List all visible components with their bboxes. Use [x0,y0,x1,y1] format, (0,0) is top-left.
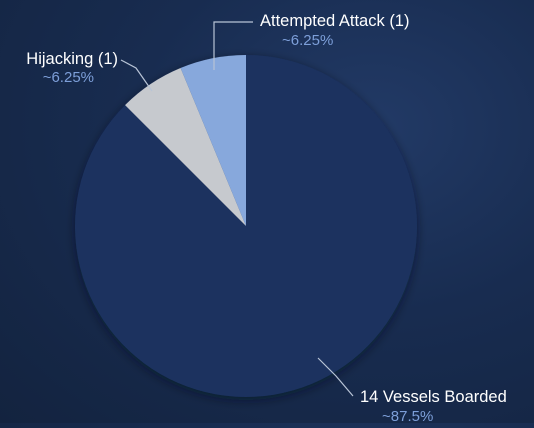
leader-line-2 [213,21,253,70]
slice-percent-2: ~6.25% [282,32,333,49]
pie-slice-1 [125,68,246,226]
leader-line-0 [317,357,354,397]
slice-percent-1: ~6.25% [43,69,94,86]
leader-line-1 [120,59,153,92]
slice-label-0: 14 Vessels Boarded [360,388,507,406]
pie-labels: 14 Vessels Boarded~87.5%Hijacking (1)~6.… [26,12,507,425]
slice-label-1: Hijacking (1) [26,50,118,68]
pie-slices [74,55,418,397]
slice-label-2: Attempted Attack (1) [260,12,409,30]
pie-slice-2 [180,55,246,226]
slice-percent-0: ~87.5% [382,408,433,423]
